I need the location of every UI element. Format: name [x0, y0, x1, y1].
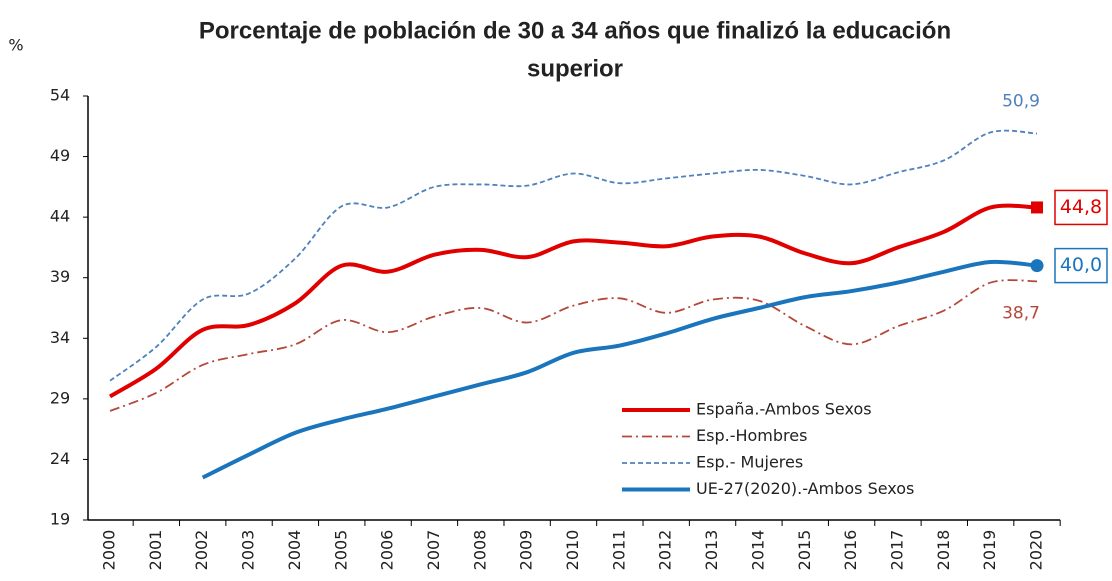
x-tick-label: 2020 — [1027, 530, 1046, 571]
x-tick-label: 2001 — [146, 530, 165, 571]
value-label-box — [1054, 189, 1108, 226]
x-tick-label: 2009 — [517, 530, 536, 571]
series-line — [201, 259, 1038, 480]
legend-label: España.-Ambos Sexos — [696, 400, 872, 419]
chart-title: superior — [527, 55, 623, 82]
x-tick-label: 2016 — [841, 530, 860, 571]
y-tick-label: 44 — [50, 207, 70, 226]
value-label: 38,7 — [1002, 303, 1040, 323]
x-tick-label: 2010 — [563, 530, 582, 571]
x-tick-label: 2004 — [285, 530, 304, 571]
series-line — [108, 203, 1038, 399]
value-label: 40,0 — [1060, 254, 1102, 276]
value-label: 44,8 — [1060, 196, 1102, 218]
y-unit: % — [8, 36, 23, 55]
legend-label: UE-27(2020).-Ambos Sexos — [696, 479, 914, 498]
value-label-box — [1054, 247, 1108, 284]
x-tick-label: 2002 — [192, 530, 211, 571]
y-tick-label: 29 — [50, 388, 70, 407]
x-tick-label: 2008 — [470, 530, 489, 571]
legend-label: Esp.-Hombres — [696, 426, 807, 445]
x-tick-label: 2019 — [980, 530, 999, 571]
x-tick-label: 2007 — [424, 530, 443, 571]
y-tick-label: 49 — [50, 146, 70, 165]
chart-title: Porcentaje de población de 30 a 34 años … — [199, 17, 951, 44]
legend-label: Esp.- Mujeres — [696, 453, 803, 472]
x-tick-label: 2005 — [331, 530, 350, 571]
end-marker — [1031, 201, 1043, 214]
value-label: 50,9 — [1002, 92, 1040, 112]
x-tick-label: 2011 — [609, 530, 628, 571]
y-tick-label: 19 — [50, 510, 70, 529]
x-tick-label: 2018 — [934, 530, 953, 571]
x-tick-label: 2017 — [887, 530, 906, 571]
y-tick-label: 54 — [50, 86, 70, 105]
x-tick-label: 2013 — [702, 530, 721, 571]
x-tick-label: 2003 — [239, 530, 258, 571]
series-line — [109, 129, 1038, 382]
x-tick-label: 2000 — [100, 530, 119, 571]
y-tick-label: 34 — [50, 328, 70, 347]
y-tick-label: 39 — [50, 267, 70, 286]
y-tick-label: 24 — [50, 449, 70, 468]
x-tick-label: 2006 — [378, 530, 397, 571]
series-line — [109, 279, 1038, 412]
x-tick-label: 2014 — [748, 530, 767, 571]
end-marker — [1030, 259, 1044, 273]
x-tick-label: 2015 — [795, 530, 814, 571]
x-tick-label: 2012 — [656, 530, 675, 571]
